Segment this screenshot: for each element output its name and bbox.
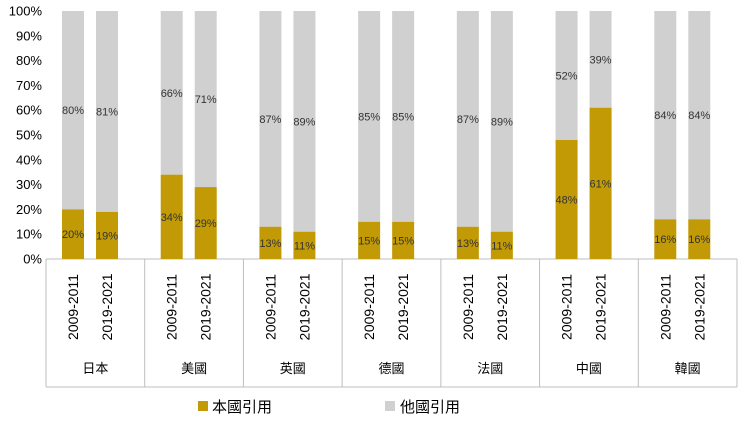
bar-segment-foreign xyxy=(160,11,183,175)
x-tick-country-label: 中國 xyxy=(576,362,602,377)
bar-segment-domestic xyxy=(259,226,282,259)
y-tick-label: 10% xyxy=(16,227,42,242)
y-axis-ticks: 0% 10% 20% 30% 40% 50% 60% 70% 80% 90% 100% xyxy=(9,4,43,267)
data-label-foreign: 87% xyxy=(259,114,281,126)
data-label-domestic: 20% xyxy=(62,229,84,241)
y-tick-label: 70% xyxy=(16,78,42,93)
data-label-foreign: 85% xyxy=(358,111,380,123)
bar-segment-foreign xyxy=(654,11,677,220)
data-label-foreign: 52% xyxy=(556,70,578,82)
y-tick-label: 0% xyxy=(23,252,42,267)
data-labels: 20% 80% 19% 81% 34% 66% 29% 71% 13% 87% 11% 89% 15% 8… xyxy=(62,54,711,252)
bar-segment-foreign xyxy=(392,11,415,222)
bar-segment-domestic xyxy=(490,231,513,259)
x-tick-country-label: 德國 xyxy=(378,362,404,377)
bar-segment-domestic xyxy=(62,209,84,259)
data-label-domestic: 61% xyxy=(590,178,612,190)
data-label-domestic: 16% xyxy=(688,234,710,246)
y-tick-label: 60% xyxy=(16,103,42,118)
bar-segment-foreign xyxy=(358,11,381,222)
bar-segment-domestic xyxy=(358,221,381,259)
legend-swatch-foreign xyxy=(385,401,395,411)
data-label-domestic: 11% xyxy=(491,240,512,252)
data-label-domestic: 11% xyxy=(294,240,315,252)
data-label-domestic: 15% xyxy=(392,235,414,247)
x-tick-period-label: 2009-2011 xyxy=(65,274,81,340)
data-label-domestic: 16% xyxy=(654,234,676,246)
bar-segment-domestic xyxy=(589,107,612,259)
bar-segment-domestic xyxy=(555,139,578,259)
data-label-domestic: 19% xyxy=(96,230,118,242)
bar-segment-domestic xyxy=(392,221,415,259)
bars xyxy=(62,11,711,259)
x-tick-country-label: 日本 xyxy=(82,362,108,377)
x-tick-period-label: 2009-2011 xyxy=(361,274,377,340)
bar-segment-domestic xyxy=(688,219,711,259)
x-tick-period-label: 2019-2021 xyxy=(395,273,411,340)
data-label-foreign: 71% xyxy=(195,94,217,106)
y-tick-label: 90% xyxy=(16,28,42,43)
bar-segment-foreign xyxy=(688,11,711,220)
x-tick-period-label: 2019-2021 xyxy=(296,273,312,340)
data-label-foreign: 80% xyxy=(62,105,84,117)
legend-swatch-domestic xyxy=(198,401,208,411)
data-label-domestic: 29% xyxy=(195,218,217,230)
x-tick-period-label: 2019-2021 xyxy=(99,273,115,340)
x-axis: 2009-2011 2019-2021 日本 2009-2011 2019-2021 美國… xyxy=(45,259,738,388)
bar-segment-domestic xyxy=(96,211,118,259)
x-tick-period-label: 2019-2021 xyxy=(198,273,214,340)
bar-segment-foreign xyxy=(293,11,316,232)
bar-segment-foreign xyxy=(490,11,513,232)
data-label-foreign: 87% xyxy=(457,114,479,126)
data-label-foreign: 81% xyxy=(96,106,118,118)
y-tick-label: 100% xyxy=(9,4,43,19)
x-tick-period-label: 2009-2011 xyxy=(164,274,180,340)
y-tick-label: 40% xyxy=(16,152,42,167)
data-label-foreign: 84% xyxy=(688,110,710,122)
x-tick-country-label: 英國 xyxy=(280,362,306,377)
bar-segment-domestic xyxy=(654,219,677,259)
data-label-domestic: 15% xyxy=(358,235,380,247)
legend: 本國引用 他國引用 xyxy=(198,398,460,416)
bar-segment-domestic xyxy=(194,187,217,259)
data-label-domestic: 34% xyxy=(161,212,183,224)
x-tick-period-label: 2019-2021 xyxy=(494,273,510,340)
y-tick-label: 80% xyxy=(16,53,42,68)
data-label-foreign: 39% xyxy=(590,54,612,66)
x-tick-country-label: 法國 xyxy=(477,362,503,377)
bar-segment-domestic xyxy=(293,231,316,259)
bar-segment-foreign xyxy=(589,11,612,108)
data-label-foreign: 66% xyxy=(161,88,183,100)
data-label-foreign: 89% xyxy=(491,116,513,128)
data-label-domestic: 48% xyxy=(556,194,578,206)
data-label-domestic: 13% xyxy=(259,238,281,250)
data-label-foreign: 84% xyxy=(654,110,676,122)
legend-label-foreign: 他國引用 xyxy=(400,398,460,416)
x-tick-country-label: 美國 xyxy=(181,362,207,377)
bar-segment-foreign xyxy=(96,11,118,212)
bar-segment-foreign xyxy=(194,11,217,188)
bar-segment-foreign xyxy=(555,11,578,140)
x-tick-period-label: 2009-2011 xyxy=(460,274,476,340)
y-tick-label: 50% xyxy=(16,128,42,143)
bar-segment-domestic xyxy=(160,174,183,259)
bar-segment-foreign xyxy=(259,11,282,227)
x-tick-period-label: 2009-2011 xyxy=(657,274,673,340)
x-tick-period-label: 2009-2011 xyxy=(559,274,575,340)
bar-segment-foreign xyxy=(456,11,479,227)
x-tick-country-label: 韓國 xyxy=(675,362,701,377)
data-label-foreign: 85% xyxy=(392,111,414,123)
bar-segment-foreign xyxy=(62,11,84,210)
bar-segment-domestic xyxy=(456,226,479,259)
legend-label-domestic: 本國引用 xyxy=(212,398,272,416)
data-label-foreign: 89% xyxy=(293,116,315,128)
x-tick-period-label: 2009-2011 xyxy=(262,274,278,340)
data-label-domestic: 13% xyxy=(457,238,479,250)
x-tick-period-label: 2019-2021 xyxy=(593,273,609,340)
y-tick-label: 30% xyxy=(16,177,42,192)
y-tick-label: 20% xyxy=(16,202,42,217)
x-tick-period-label: 2019-2021 xyxy=(691,273,707,340)
